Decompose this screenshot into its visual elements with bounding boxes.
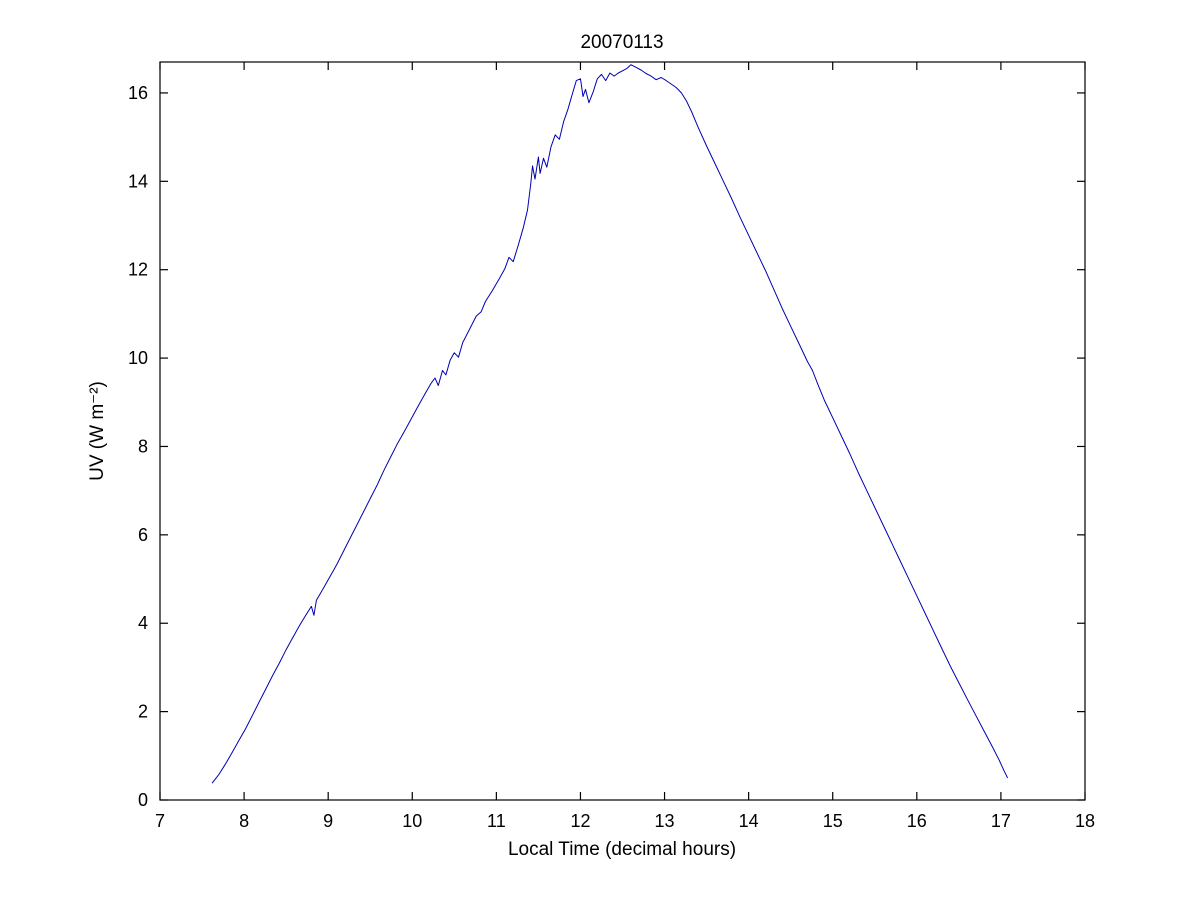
y-tick-label: 0 [138, 790, 148, 810]
data-series-layer [211, 64, 1009, 784]
x-tick-label: 11 [487, 811, 506, 831]
axes: 7 8 9 10 11 12 13 14 15 16 17 18 0 2 4 6 8 10 12 14 16 [128, 61, 1095, 831]
y-tick-label: 12 [128, 260, 148, 280]
x-tick-label: 15 [823, 811, 843, 831]
chart-title: 20070113 [580, 32, 663, 53]
x-tick-label: 17 [991, 811, 1011, 831]
y-tick-label: 16 [128, 83, 148, 103]
x-axis-label: Local Time (decimal hours) [508, 839, 736, 860]
y-tick-label: 8 [138, 436, 148, 456]
x-tick-label: 16 [907, 811, 927, 831]
y-axis-label: UV (W m⁻²) [87, 381, 108, 481]
x-tick-label: 18 [1075, 811, 1095, 831]
x-tick-label: 10 [402, 811, 422, 831]
x-tick-label: 8 [239, 811, 249, 831]
x-tick-label: 13 [655, 811, 675, 831]
y-tick-label: 14 [128, 171, 148, 191]
y-tick-label: 4 [138, 613, 148, 633]
x-tick-label: 14 [739, 811, 759, 831]
x-tick-label: 12 [570, 811, 590, 831]
plot-box [159, 61, 1086, 801]
y-tick-label: 10 [128, 348, 148, 368]
x-tick-label: 7 [155, 811, 165, 831]
y-tick-label: 6 [138, 525, 148, 545]
y-tick-label: 2 [138, 702, 148, 722]
x-tick-label: 9 [323, 811, 333, 831]
data-line-uv [211, 64, 1009, 784]
